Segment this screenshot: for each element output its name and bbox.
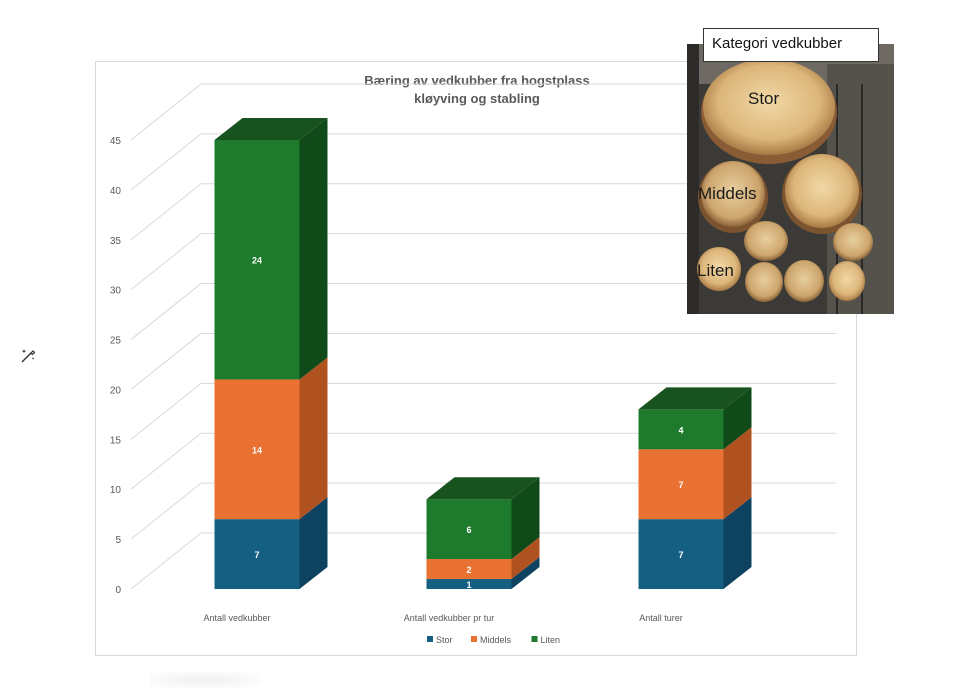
gridline-diagonal [130,432,202,490]
legend-label-middels: Middels [480,635,512,645]
legend-swatch-liten [531,636,538,642]
y-tick-label: 45 [110,136,122,147]
gridline-diagonal [130,283,202,340]
log-label-stor: Stor [748,89,780,108]
bar-liten-0 [214,140,300,380]
legend-label-stor: Stor [436,635,453,645]
data-label-liten-0: 24 [252,256,262,266]
data-label-stor-2: 7 [678,550,683,560]
y-tick-label: 35 [110,236,122,247]
y-tick-label: 10 [110,485,122,496]
bar-side-liten-0 [299,118,328,380]
data-label-middels-0: 14 [252,445,262,455]
legend-swatch-middels [471,636,477,642]
log-category-photo: Stor Middels Liten [687,44,894,314]
data-label-middels-1: 2 [466,565,471,575]
gridline-diagonal [130,382,202,440]
bar-stor-1 [426,579,512,589]
bar-top-1 [426,477,540,500]
log-label-liten: Liten [697,261,734,280]
log-label-middels: Middels [698,184,757,203]
gridline-diagonal [130,333,202,390]
data-label-middels-2: 7 [678,480,683,490]
bar-side-middels-0 [299,357,328,520]
gridline-diagonal [130,482,202,540]
bar-top-2 [638,387,752,410]
bar-liten-1 [426,499,512,560]
bar-side-stor-2 [723,497,752,589]
data-label-stor-1: 1 [466,580,471,590]
data-label-stor-0: 7 [254,550,259,560]
bar-side-middels-1 [511,537,540,580]
y-tick-label: 25 [110,336,122,347]
shadow-smudge [150,672,260,688]
bar-middels-2 [638,449,724,520]
bar-side-middels-2 [723,427,752,520]
gridline-diagonal [130,233,202,291]
gridline-diagonal [130,83,202,141]
photo-title: Kategori vedkubber [703,28,879,62]
y-tick-label: 30 [110,286,122,297]
bar-top-0 [214,118,328,140]
bar-stor-0 [214,519,300,589]
gridline-diagonal [130,183,202,241]
y-tick-label: 15 [110,435,122,446]
bar-stor-2 [638,519,724,589]
bar-side-stor-0 [299,497,328,589]
data-label-liten-1: 6 [466,525,471,535]
legend-label-liten: Liten [541,635,561,645]
data-label-liten-2: 4 [678,425,683,435]
y-tick-label: 20 [110,385,122,396]
legend-swatch-stor [427,636,433,642]
category-label-0: Antall vedkubber [203,613,270,623]
bar-side-liten-1 [511,477,540,560]
chart-subtitle: kløyving og stabling [414,91,540,106]
category-label-1: Antall vedkubber pr tur [404,613,495,623]
y-tick-label: 0 [115,585,121,596]
category-label-2: Antall turer [639,613,683,623]
bar-middels-1 [426,559,512,580]
gridline-diagonal [130,532,202,590]
magic-wand-icon[interactable] [18,346,38,366]
y-tick-label: 5 [115,535,121,546]
bar-middels-0 [214,379,300,520]
gridline-diagonal [130,133,202,191]
bar-side-stor-1 [511,557,540,589]
bar-side-liten-2 [723,387,752,450]
y-tick-label: 40 [110,186,122,197]
bar-liten-2 [638,409,724,450]
chart-title: Bæring av vedkubber fra hogstplass [364,73,589,88]
